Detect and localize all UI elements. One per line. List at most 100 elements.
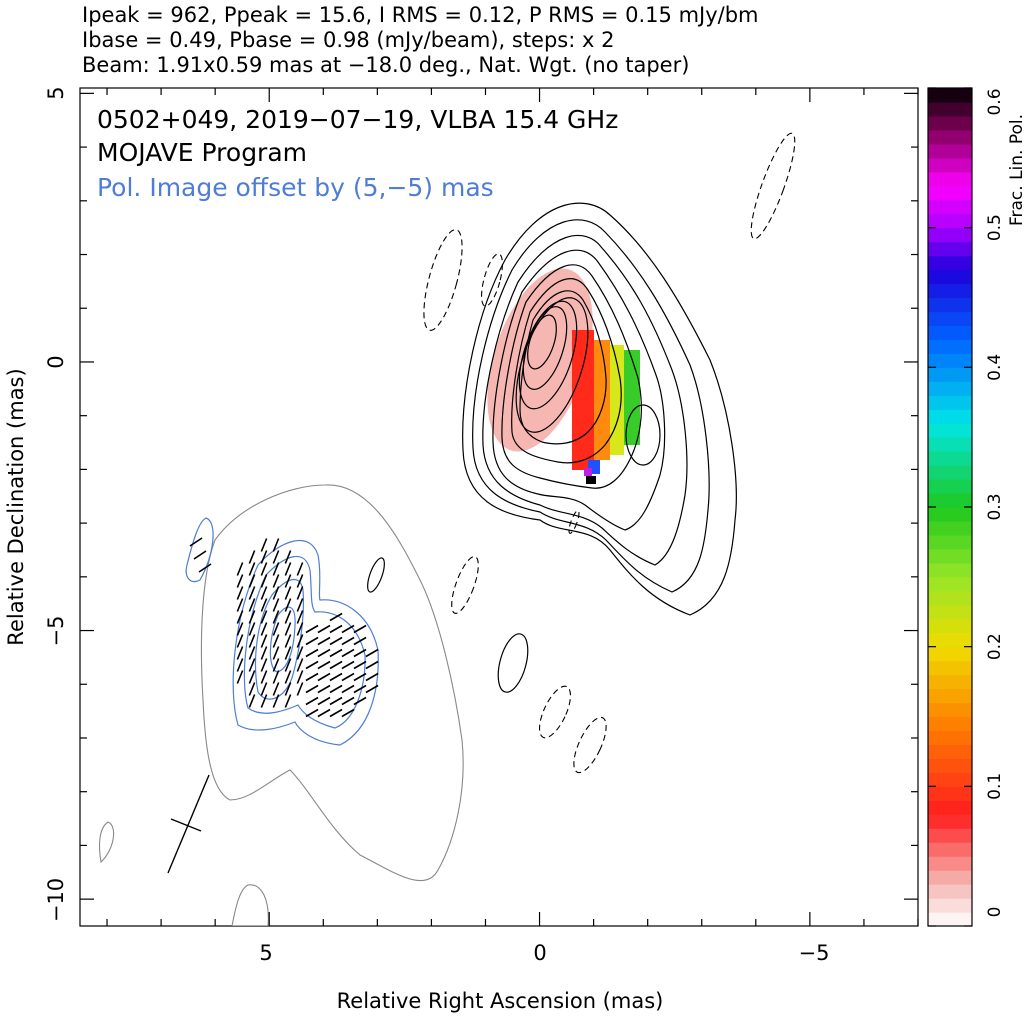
evpa-tick	[272, 610, 280, 624]
annotation-offset: Pol. Image offset by (5,−5) mas	[97, 173, 494, 202]
evpa-tick	[305, 696, 319, 706]
contour-i-9	[518, 300, 578, 410]
colorbar-segment	[928, 297, 972, 313]
evpa-tick	[284, 586, 292, 600]
colorbar-segment	[928, 339, 972, 354]
evpa-tick	[260, 538, 268, 552]
colorbar-tick-label: 0.6	[985, 88, 1005, 115]
colorbar-tick-label: 0	[985, 907, 1005, 918]
evpa-tick	[329, 612, 343, 622]
contour-i-5	[501, 264, 642, 489]
evpa-tick	[260, 694, 268, 708]
x-axis-label: Relative Right Ascension (mas)	[337, 989, 664, 1013]
colorbar-tick-label: 0.4	[985, 354, 1005, 381]
evpa-tick	[317, 648, 331, 658]
evpa-tick	[353, 660, 367, 670]
colorbar-segment	[928, 604, 972, 620]
evpa-tick	[236, 610, 244, 624]
colorbar-segment	[928, 646, 972, 662]
evpa-tick	[248, 694, 256, 708]
evpa-tick	[305, 672, 319, 682]
contour-i-10	[522, 306, 568, 390]
evpa-tick	[260, 646, 268, 660]
colorbar-segment	[928, 185, 972, 201]
evpa-tick	[248, 670, 256, 684]
evpa-tick	[284, 574, 292, 588]
colorbar-tick-label: 0.5	[985, 214, 1005, 241]
colorbar-label: Frac. Lin. Pol.	[1007, 114, 1027, 226]
colorbar-segment	[928, 143, 972, 159]
pol-contour-4	[269, 606, 296, 673]
evpa-tick	[296, 574, 304, 588]
colorbar-segment	[928, 828, 972, 843]
colorbar-tick-label: 0.2	[985, 633, 1005, 660]
evpa-tick	[341, 708, 355, 718]
evpa-tick	[248, 550, 256, 564]
evpa-tick	[260, 658, 268, 672]
evpa-tick	[284, 562, 292, 576]
evpa-tick	[272, 634, 280, 648]
evpa-tick	[260, 682, 268, 696]
evpa-tick	[284, 610, 292, 624]
evpa-tick	[198, 563, 212, 573]
evpa-tick	[248, 658, 256, 672]
colorbar-segment	[928, 912, 972, 927]
x-tick-labels: 5 0 −5	[259, 941, 829, 965]
colorbar-segment	[928, 898, 972, 913]
evpa-tick	[248, 610, 256, 624]
colorbar-segment	[928, 325, 972, 340]
evpa-tick	[329, 672, 343, 682]
neg-contour-5	[538, 685, 572, 739]
evpa-tick	[296, 622, 304, 636]
colorbar-tick-label: 0.1	[985, 773, 1005, 800]
neg-contour-1	[423, 229, 463, 331]
evpa-tick	[236, 646, 244, 660]
evpa-tick	[272, 598, 280, 612]
pol-contour-1	[232, 539, 379, 746]
evpa-tick	[260, 550, 268, 564]
evpa-tick	[296, 598, 304, 612]
x-tick-label: −5	[799, 941, 830, 965]
colorbar-segment	[928, 618, 972, 634]
evpa-tick	[317, 684, 331, 694]
evpa-tick	[248, 586, 256, 600]
colorbar-segment	[928, 409, 972, 424]
colorbar-segment	[928, 269, 972, 285]
evpa-tick	[305, 660, 319, 670]
colorbar-segment	[928, 157, 972, 173]
evpa-tick	[236, 622, 244, 636]
evpa-tick	[272, 550, 280, 564]
x-tick-label: 5	[259, 941, 272, 965]
evpa-tick	[272, 562, 280, 576]
contour-i-6	[511, 278, 622, 464]
plot-area	[98, 132, 796, 926]
colorbar-segment	[928, 395, 972, 410]
evpa-tick	[272, 682, 280, 696]
beam-major-axis	[167, 774, 210, 874]
evpa-tick	[272, 622, 280, 636]
evpa-tick	[365, 684, 379, 694]
evpa-tick	[341, 684, 355, 694]
beam-symbol	[167, 774, 210, 874]
evpa-tick	[305, 636, 319, 646]
evpa-tick	[329, 648, 343, 658]
evpa-tick	[296, 586, 304, 600]
neg-contour-4	[451, 556, 479, 614]
colorbar-segment	[928, 576, 972, 592]
axis-ticks	[80, 88, 919, 926]
evpa-vectors	[189, 537, 379, 718]
colorbar-segment	[928, 381, 972, 396]
colorbar-segment	[928, 227, 972, 243]
colorbar-segment	[928, 870, 972, 885]
evpa-tick	[272, 694, 280, 708]
colorbar-segment	[928, 786, 972, 801]
evpa-tick	[236, 598, 244, 612]
contour-i-isolated-1	[497, 633, 529, 693]
evpa-tick	[248, 574, 256, 588]
header-line-3: Beam: 1.91x0.59 mas at −18.0 deg., Nat. …	[82, 53, 689, 77]
evpa-tick	[272, 646, 280, 660]
evpa-tick	[353, 684, 367, 694]
colorbar-segment	[928, 101, 972, 117]
contour-i-knot	[625, 404, 661, 466]
evpa-tick	[317, 624, 331, 634]
